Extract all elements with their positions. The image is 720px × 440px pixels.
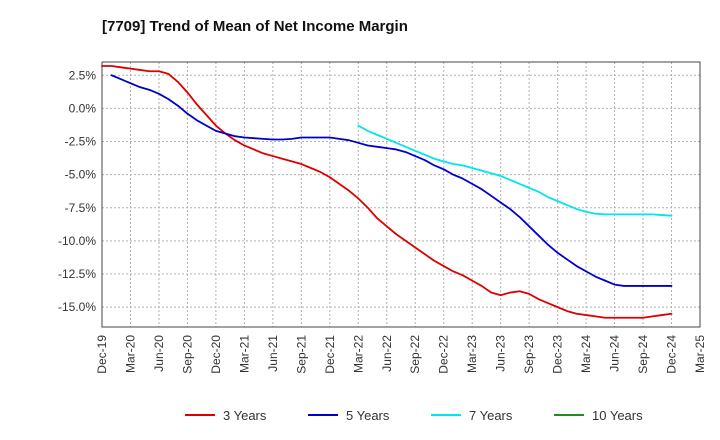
x-tick-label: Mar-23 <box>465 335 479 373</box>
legend: 3 Years 5 Years 7 Years 10 Years <box>185 408 643 423</box>
y-tick-label: -5.0% <box>65 168 97 182</box>
x-tick-label: Mar-24 <box>579 335 593 373</box>
x-tick-label: Sep-20 <box>180 335 194 374</box>
legend-label: 7 Years <box>469 408 513 423</box>
x-tick-label: Dec-21 <box>323 335 337 374</box>
x-tick-label: Dec-23 <box>551 335 565 374</box>
x-tick-label: Mar-21 <box>237 335 251 373</box>
x-tick-label: Dec-24 <box>665 335 679 374</box>
legend-label: 3 Years <box>223 408 267 423</box>
plot-frame <box>101 61 701 328</box>
x-tick-label: Mar-25 <box>693 335 707 373</box>
chart-title: [7709] Trend of Mean of Net Income Margi… <box>102 18 408 35</box>
y-axis: 2.5% 0.0% -2.5% -5.0% -7.5% -10.0% -12.5% -15.0… <box>58 68 96 314</box>
x-tick-label: Jun-24 <box>608 335 622 372</box>
x-tick-label: Dec-19 <box>95 335 109 374</box>
x-tick-label: Jun-21 <box>266 335 280 372</box>
series-lines <box>101 65 673 319</box>
x-tick-label: Sep-24 <box>636 335 650 374</box>
grid <box>102 62 700 327</box>
y-tick-label: -12.5% <box>58 267 96 281</box>
x-tick-label: Sep-21 <box>294 335 308 374</box>
x-tick-label: Sep-22 <box>408 335 422 374</box>
x-tick-label: Jun-22 <box>380 335 394 372</box>
x-axis: Dec-19 Mar-20 Jun-20 Sep-20 Dec-20 Mar-21 Jun-… <box>95 335 707 374</box>
x-tick-label: Sep-23 <box>522 335 536 374</box>
series-line-7-years <box>357 124 673 217</box>
y-tick-label: -15.0% <box>58 300 96 314</box>
x-tick-label: Mar-20 <box>123 335 137 373</box>
legend-label: 10 Years <box>592 408 643 423</box>
x-tick-label: Dec-22 <box>437 335 451 374</box>
y-tick-label: -2.5% <box>65 135 97 149</box>
x-tick-label: Mar-22 <box>351 335 365 373</box>
x-tick-label: Jun-23 <box>494 335 508 372</box>
y-tick-label: 2.5% <box>69 68 97 82</box>
legend-label: 5 Years <box>346 408 390 423</box>
y-tick-label: -7.5% <box>65 201 97 215</box>
x-tick-label: Jun-20 <box>152 335 166 372</box>
x-tick-label: Dec-20 <box>209 335 223 374</box>
y-tick-label: -10.0% <box>58 234 96 248</box>
series-line-5-years <box>110 74 673 287</box>
y-tick-label: 0.0% <box>69 101 97 115</box>
series-line-3-years <box>101 65 673 319</box>
